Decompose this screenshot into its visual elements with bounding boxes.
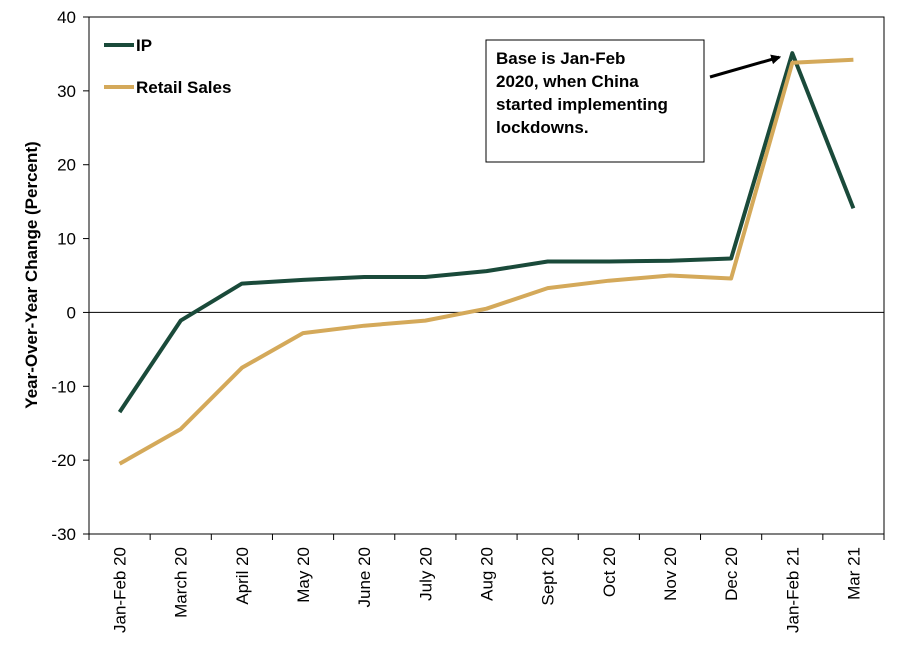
x-tick-label: Oct 20 (600, 547, 619, 597)
plot-area (88, 16, 885, 535)
y-axis-ticks: -30 -20 -10 0 10 20 30 40 (51, 8, 89, 544)
y-tick-label: 40 (57, 8, 76, 27)
y-tick-label: 0 (67, 303, 76, 322)
x-tick-label: May 20 (294, 547, 313, 603)
series-lines (117, 51, 856, 466)
y-tick-label: 10 (57, 230, 76, 249)
x-tick-label: Jan-Feb 20 (111, 547, 130, 633)
legend-label: IP (136, 36, 152, 55)
x-tick-label: March 20 (172, 547, 191, 618)
series-line-retail-sales (118, 57, 854, 466)
x-tick-label: Nov 20 (661, 547, 680, 601)
x-axis-ticks: Jan-Feb 20 March 20 April 20 May 20 June 20 J… (88, 534, 885, 633)
annotation-box (485, 39, 705, 163)
y-axis-title: Year-Over-Year Change (Percent) (22, 141, 41, 408)
x-tick-label: June 20 (355, 547, 374, 608)
annotation-line: started implementing (496, 95, 668, 114)
legend-label: Retail Sales (136, 78, 231, 97)
x-tick-label: July 20 (416, 547, 435, 601)
y-tick-label: 30 (57, 82, 76, 101)
y-tick-label: -20 (51, 451, 76, 470)
annotation-text: Base is Jan-Feb 2020, when China started… (496, 49, 673, 137)
x-tick-label: Jan-Feb 21 (783, 547, 802, 633)
series-line-ip (117, 51, 856, 414)
legend: IP Retail Sales (104, 36, 231, 97)
annotation-line: 2020, when China (496, 72, 639, 91)
x-tick-label: April 20 (233, 547, 252, 605)
annotation-line: lockdowns. (496, 118, 589, 137)
y-tick-label: -10 (51, 377, 76, 396)
x-tick-label: Dec 20 (722, 547, 741, 601)
annotation-arrow (709, 54, 782, 79)
y-tick-label: -30 (51, 525, 76, 544)
x-tick-label: Sept 20 (539, 547, 558, 606)
x-tick-label: Aug 20 (478, 547, 497, 601)
y-tick-label: 20 (57, 156, 76, 175)
annotation: Base is Jan-Feb 2020, when China started… (485, 39, 782, 163)
annotation-line: Base is Jan-Feb (496, 49, 625, 68)
x-tick-label: Mar 21 (844, 547, 863, 600)
